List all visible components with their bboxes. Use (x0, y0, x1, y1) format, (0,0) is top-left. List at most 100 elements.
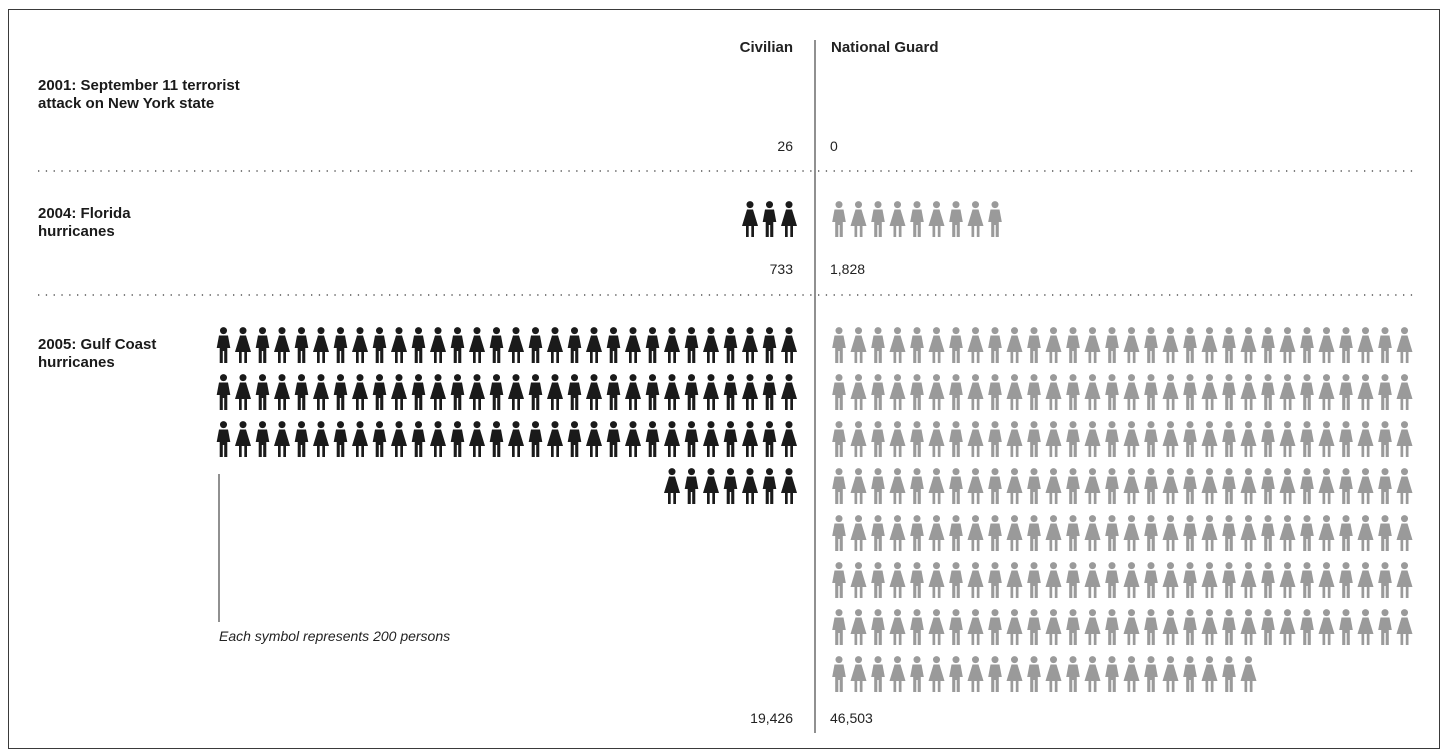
guard-icon-r2 (1045, 562, 1062, 598)
guard-icon-r2 (1378, 374, 1392, 410)
guard-icon-r1 (889, 201, 906, 237)
guard-icon-r2 (1144, 327, 1158, 363)
civilian-icon-r2 (352, 421, 368, 457)
civilian-icon-r2 (508, 421, 524, 457)
guard-icon-r2 (1300, 562, 1314, 598)
guard-icon-r2 (1279, 562, 1296, 598)
guard-icon-r2 (928, 609, 945, 645)
guard-icon-r2 (1240, 327, 1257, 363)
civilian-icon-r2 (684, 327, 699, 363)
guard-icon-r2 (988, 656, 1002, 692)
guard-icon-r2 (1123, 327, 1140, 363)
guard-icon-r2 (1279, 468, 1296, 504)
guard-icon-r2 (1240, 656, 1257, 692)
civilian-icon-r2 (294, 374, 309, 410)
civilian-icon-r2 (703, 421, 719, 457)
guard-icon-r2 (1300, 374, 1314, 410)
civilian-icon-r2 (762, 421, 777, 457)
guard-icon-r2 (1201, 609, 1218, 645)
civilian-icon-r2 (352, 374, 368, 410)
guard-icon-r2 (1162, 374, 1179, 410)
civilian-icon-r2 (625, 374, 641, 410)
guard-icon-r2 (850, 609, 867, 645)
guard-icon-r2 (871, 515, 885, 551)
civilian-icon-r2 (547, 374, 563, 410)
guard-icon-r2 (928, 562, 945, 598)
civilian-icon-r0-partial (782, 56, 796, 61)
civilian-icon-r2 (216, 421, 231, 457)
guard-icon-r2 (1144, 656, 1158, 692)
guard-icon-r2 (967, 468, 984, 504)
guard-icon-r2 (1279, 515, 1296, 551)
guard-icon-r2 (967, 374, 984, 410)
civilian-icon-r2 (489, 327, 504, 363)
guard-icon-r2 (871, 562, 885, 598)
guard-icon-r2 (1318, 562, 1335, 598)
guard-icon-r2 (1123, 656, 1140, 692)
guard-icon-r2 (988, 515, 1002, 551)
guard-icon-r2 (949, 562, 963, 598)
civilian-icon-r2 (586, 421, 602, 457)
guard-icon-r2 (1261, 421, 1275, 457)
guard-icon-r2 (1027, 562, 1041, 598)
guard-icon-r2 (1066, 374, 1080, 410)
civilian-icon-r2 (528, 421, 543, 457)
guard-icon-r2 (1045, 374, 1062, 410)
guard-icon-r2 (928, 327, 945, 363)
guard-icon-r2 (1183, 562, 1197, 598)
civilian-icon-r2 (664, 468, 680, 504)
guard-icon-r2 (1222, 609, 1236, 645)
guard-icon-r2 (1339, 327, 1353, 363)
guard-icon-r2 (967, 562, 984, 598)
guard-icon-r2 (1006, 515, 1023, 551)
civilian-icon-r2 (742, 421, 758, 457)
guard-icon-r2 (1105, 327, 1119, 363)
guard-icon-r2 (1066, 609, 1080, 645)
guard-icon-r2 (1222, 327, 1236, 363)
guard-icon-r2 (1339, 609, 1353, 645)
guard-icon-r2 (928, 421, 945, 457)
guard-icon-r2 (1183, 374, 1197, 410)
guard-icon-r2 (1339, 562, 1353, 598)
guard-icon-r2 (1240, 421, 1257, 457)
civilian-icon-r2 (684, 468, 699, 504)
guard-icon-r2 (1318, 515, 1335, 551)
civilian-icon-r1-partial (723, 201, 738, 225)
guard-icon-r2 (949, 374, 963, 410)
guard-icon-r2 (1045, 609, 1062, 645)
guard-icon-r2 (1240, 515, 1257, 551)
guard-icon-r2 (1396, 609, 1413, 645)
guard-icon-r2 (1084, 562, 1101, 598)
guard-icon-r2 (1162, 468, 1179, 504)
guard-icon-r2 (928, 468, 945, 504)
guard-icon-r2 (1027, 656, 1041, 692)
civilian-icon-r2 (547, 421, 563, 457)
guard-icon-r2-partial (1261, 656, 1275, 675)
guard-icon-r2 (1261, 468, 1275, 504)
civilian-icon-r2 (489, 374, 504, 410)
guard-icon-r2 (1339, 421, 1353, 457)
guard-icon-r2 (1006, 468, 1023, 504)
guard-icon-r2 (889, 421, 906, 457)
guard-icon-r2 (1261, 327, 1275, 363)
guard-icon-r2 (889, 609, 906, 645)
guard-icon-r2 (1396, 468, 1413, 504)
guard-icon-r2 (889, 515, 906, 551)
civilian-icon-r2 (723, 327, 738, 363)
civilian-icon-r2 (528, 327, 543, 363)
unit-note: Each symbol represents 200 persons (219, 628, 450, 644)
civilian-icon-r2 (255, 374, 270, 410)
civilian-icon-r2 (742, 468, 758, 504)
civilian-icon-r2 (781, 374, 797, 410)
guard-icon-r2 (1240, 468, 1257, 504)
civilian-icon-r2 (430, 374, 446, 410)
guard-icon-r2 (1105, 609, 1119, 645)
civilian-icon-r2 (547, 327, 563, 363)
row-label-1-line-0: 2004: Florida (38, 205, 131, 222)
guard-icon-r2 (1261, 515, 1275, 551)
guard-icon-r2 (910, 421, 924, 457)
guard-icon-r2 (1261, 374, 1275, 410)
guard-icon-r2 (949, 515, 963, 551)
civilian-icon-r2 (450, 374, 465, 410)
guard-icon-r2 (1201, 515, 1218, 551)
